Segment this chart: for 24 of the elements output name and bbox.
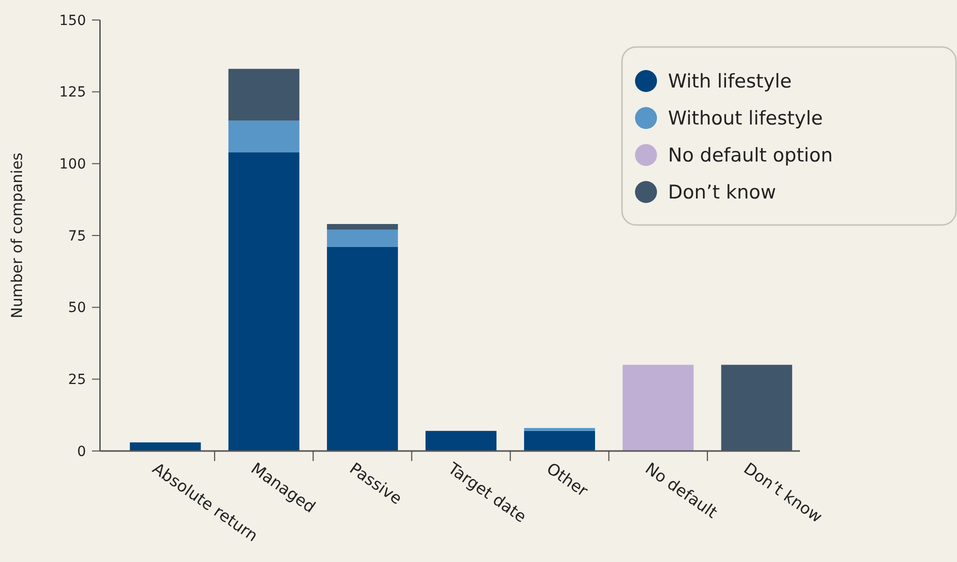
y-tick-label: 150 xyxy=(59,12,86,29)
bar xyxy=(326,230,398,247)
bar xyxy=(524,430,596,451)
bar xyxy=(228,120,300,152)
y-tick-label: 25 xyxy=(68,372,86,388)
bar xyxy=(622,364,694,451)
y-tick-label: 75 xyxy=(68,228,86,244)
bar xyxy=(130,442,201,451)
legend-label: No default option xyxy=(668,144,833,167)
y-axis-title: Number of companies xyxy=(8,152,26,318)
bar xyxy=(721,364,792,451)
bar xyxy=(426,430,496,451)
bar xyxy=(228,152,300,451)
y-tick-label: 125 xyxy=(59,84,86,101)
legend-label: With lifestyle xyxy=(668,70,792,93)
bar xyxy=(326,246,398,451)
bar xyxy=(326,224,398,230)
y-tick-label: 100 xyxy=(59,156,86,173)
y-tick-label: 0 xyxy=(77,444,86,460)
y-tick-label: 50 xyxy=(68,300,86,316)
bar xyxy=(228,68,300,121)
bar xyxy=(524,428,596,431)
legend-label: Don’t know xyxy=(668,182,776,204)
legend-label: Without lifestyle xyxy=(668,108,823,130)
